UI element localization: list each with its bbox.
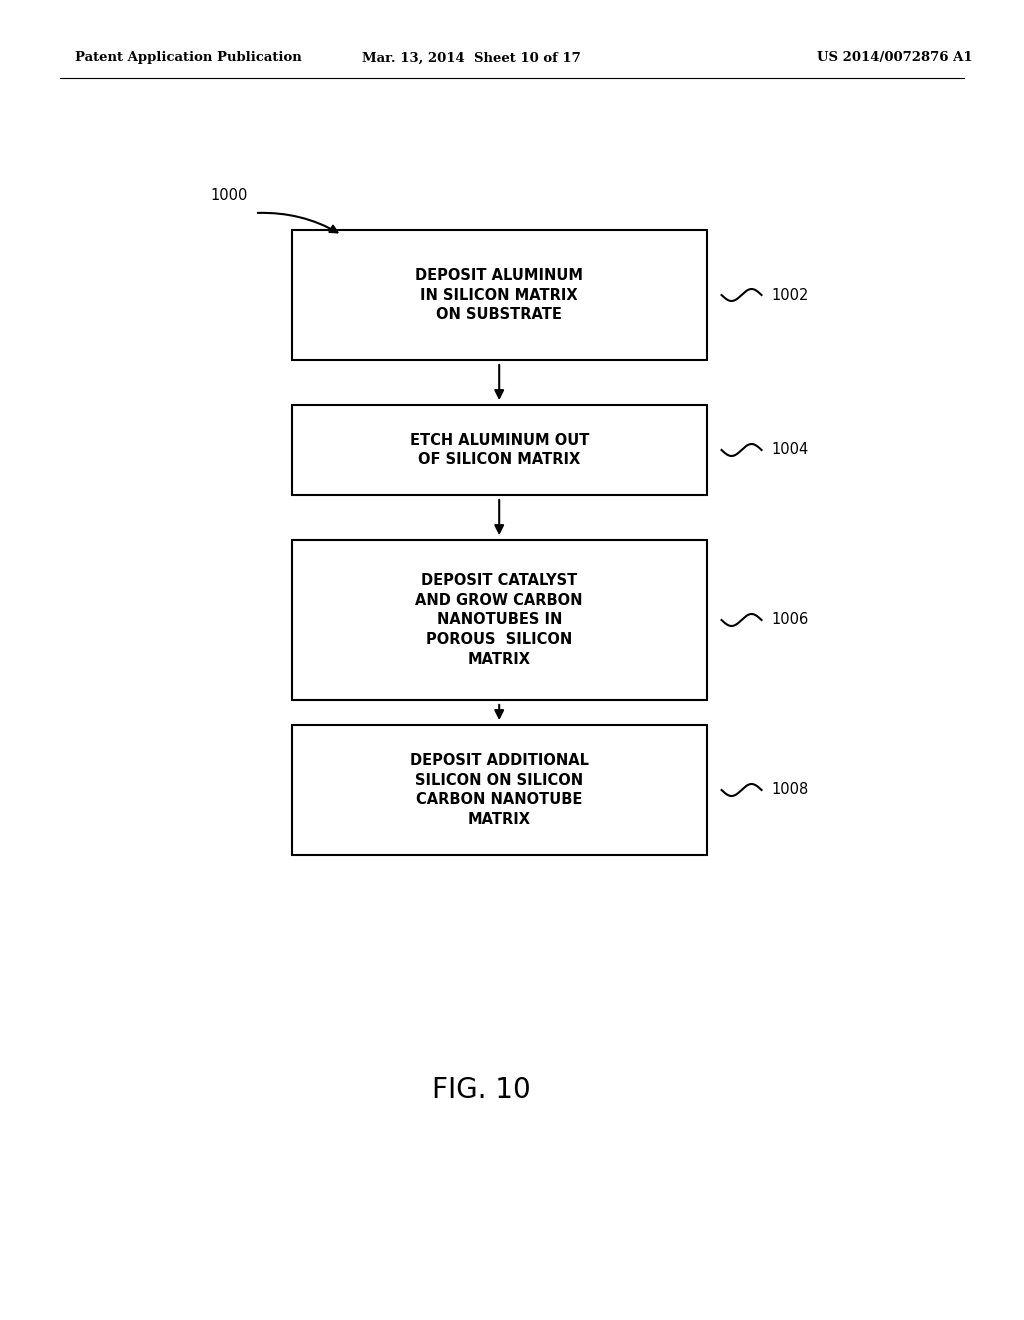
Text: FIG. 10: FIG. 10 <box>432 1076 530 1104</box>
Text: Mar. 13, 2014  Sheet 10 of 17: Mar. 13, 2014 Sheet 10 of 17 <box>361 51 581 65</box>
Text: 1004: 1004 <box>771 442 809 458</box>
Bar <box>292 725 707 855</box>
Bar <box>292 230 707 360</box>
Text: 1000: 1000 <box>210 187 248 202</box>
Bar <box>292 540 707 700</box>
Text: DEPOSIT ADDITIONAL
SILICON ON SILICON
CARBON NANOTUBE
MATRIX: DEPOSIT ADDITIONAL SILICON ON SILICON CA… <box>410 752 589 828</box>
Text: 1008: 1008 <box>771 783 809 797</box>
Bar <box>292 405 707 495</box>
Text: DEPOSIT CATALYST
AND GROW CARBON
NANOTUBES IN
POROUS  SILICON
MATRIX: DEPOSIT CATALYST AND GROW CARBON NANOTUB… <box>416 573 583 667</box>
Text: ETCH ALUMINUM OUT
OF SILICON MATRIX: ETCH ALUMINUM OUT OF SILICON MATRIX <box>410 433 589 467</box>
Text: DEPOSIT ALUMINUM
IN SILICON MATRIX
ON SUBSTRATE: DEPOSIT ALUMINUM IN SILICON MATRIX ON SU… <box>415 268 584 322</box>
Text: 1002: 1002 <box>771 288 809 302</box>
Text: 1006: 1006 <box>771 612 809 627</box>
Text: US 2014/0072876 A1: US 2014/0072876 A1 <box>817 51 973 65</box>
Text: Patent Application Publication: Patent Application Publication <box>75 51 302 65</box>
